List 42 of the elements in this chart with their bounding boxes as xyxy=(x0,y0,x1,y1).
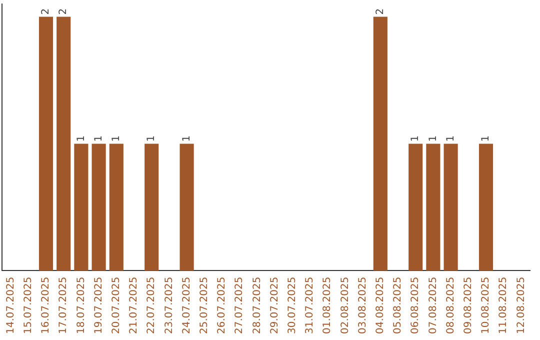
x-tick-label: 16.07.2025 xyxy=(40,276,52,334)
x-tick-label: 19.07.2025 xyxy=(93,276,104,334)
data-label: 1 xyxy=(428,135,439,142)
data-label: 1 xyxy=(146,135,158,142)
x-tick-label: 27.07.2025 xyxy=(234,276,246,334)
data-label: 1 xyxy=(93,135,104,142)
x-tick-label: 04.08.2025 xyxy=(374,276,386,334)
x-tick-label: 02.08.2025 xyxy=(340,276,351,334)
x-tick-label: 26.07.2025 xyxy=(216,276,228,334)
x-tick-label: 25.07.2025 xyxy=(198,276,210,334)
data-label: 2 xyxy=(40,8,52,15)
x-tick-label: 23.07.2025 xyxy=(164,276,175,334)
x-tick-label: 14.07.2025 xyxy=(5,276,16,334)
x-tick-label: 10.08.2025 xyxy=(480,276,492,334)
x-tick-label: 11.08.2025 xyxy=(498,276,510,334)
x-tick-label: 08.08.2025 xyxy=(445,276,456,334)
x-tick-label: 06.08.2025 xyxy=(410,276,422,334)
x-tick-label: 05.08.2025 xyxy=(392,276,404,334)
x-tick-label: 21.07.2025 xyxy=(128,276,140,334)
data-label: 2 xyxy=(374,8,386,15)
x-tick-label: 15.07.2025 xyxy=(22,276,34,334)
x-tick-label: 03.08.2025 xyxy=(357,276,368,334)
data-label: 1 xyxy=(110,135,122,142)
x-tick-label: 22.07.2025 xyxy=(146,276,158,334)
data-label: 1 xyxy=(445,135,456,142)
data-label: 1 xyxy=(181,135,192,142)
x-tick-label: 07.08.2025 xyxy=(428,276,439,334)
x-tick-label: 12.08.2025 xyxy=(516,276,527,334)
data-label: 1 xyxy=(410,135,422,142)
data-label: 1 xyxy=(76,135,87,142)
data-label: 2 xyxy=(58,8,70,15)
x-tick-label: 09.08.2025 xyxy=(462,276,474,334)
x-tick-label: 20.07.2025 xyxy=(110,276,122,334)
x-tick-label: 29.07.2025 xyxy=(269,276,280,334)
data-label: 1 xyxy=(480,135,492,142)
x-tick-label: 24.07.2025 xyxy=(181,276,192,334)
x-tick-label: 17.07.2025 xyxy=(58,276,70,334)
x-tick-label: 30.07.2025 xyxy=(286,276,298,334)
x-tick-label: 01.08.2025 xyxy=(322,276,334,334)
x-tick-label: 28.07.2025 xyxy=(252,276,263,334)
x-tick-label: 18.07.2025 xyxy=(76,276,87,334)
x-tick-label: 31.07.2025 xyxy=(304,276,316,334)
